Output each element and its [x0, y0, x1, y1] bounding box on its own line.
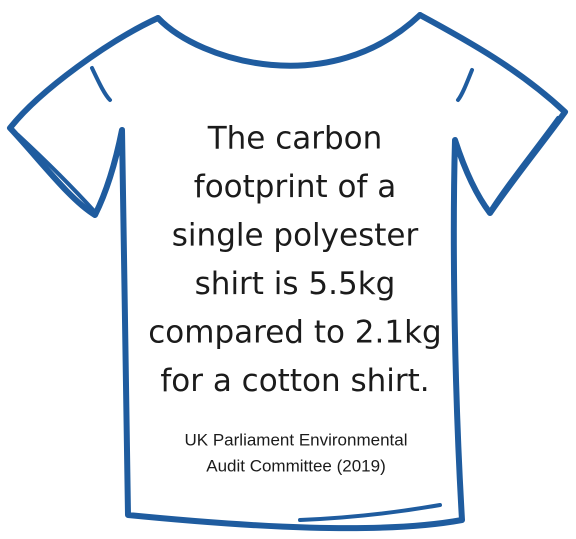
right-sleeve-fold: [490, 116, 560, 210]
left-sleeve-fold: [16, 133, 97, 214]
statement-line: shirt is 5.5kg: [195, 266, 396, 302]
statement: The carbon footprint of a single polyester…: [148, 121, 441, 400]
statement-line: for a cotton shirt.: [160, 363, 429, 399]
source-line: Audit Committee (2019): [206, 456, 386, 475]
statement-line: footprint of a: [194, 169, 396, 205]
t-shirt-outline: [7, 12, 568, 532]
collar-seam-left: [90, 66, 112, 102]
statement-line: The carbon: [207, 121, 383, 157]
statement-line: compared to 2.1kg: [148, 315, 441, 351]
collar-seam-right: [456, 68, 474, 102]
source-line: UK Parliament Environmental: [185, 430, 408, 449]
hem-stitch: [298, 503, 442, 522]
collar: [155, 12, 423, 69]
statement-line: single polyester: [172, 218, 419, 254]
source: UK Parliament Environmental Audit Committ…: [185, 430, 408, 475]
